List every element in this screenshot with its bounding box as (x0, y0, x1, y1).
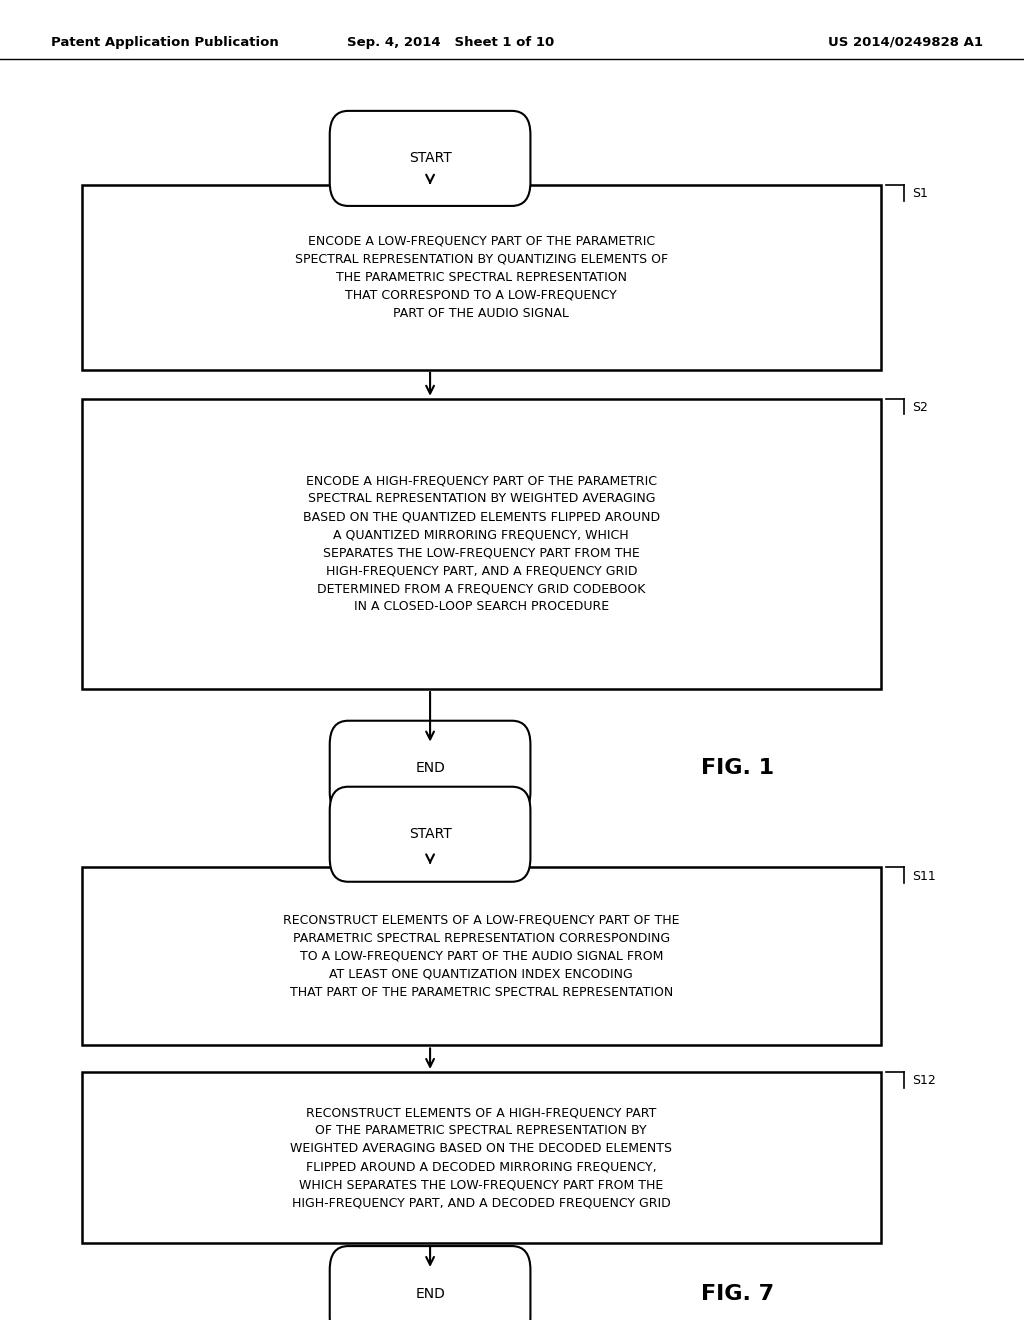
FancyBboxPatch shape (330, 787, 530, 882)
Text: ENCODE A LOW-FREQUENCY PART OF THE PARAMETRIC
SPECTRAL REPRESENTATION BY QUANTIZ: ENCODE A LOW-FREQUENCY PART OF THE PARAM… (295, 235, 668, 319)
Text: END: END (415, 762, 445, 775)
FancyBboxPatch shape (330, 111, 530, 206)
FancyBboxPatch shape (82, 867, 881, 1045)
Text: START: START (409, 828, 452, 841)
Text: RECONSTRUCT ELEMENTS OF A LOW-FREQUENCY PART OF THE
PARAMETRIC SPECTRAL REPRESEN: RECONSTRUCT ELEMENTS OF A LOW-FREQUENCY … (283, 913, 680, 999)
Text: S12: S12 (912, 1074, 936, 1088)
Text: ENCODE A HIGH-FREQUENCY PART OF THE PARAMETRIC
SPECTRAL REPRESENTATION BY WEIGHT: ENCODE A HIGH-FREQUENCY PART OF THE PARA… (303, 474, 659, 614)
FancyBboxPatch shape (330, 1246, 530, 1320)
Text: S2: S2 (912, 401, 929, 414)
FancyBboxPatch shape (82, 399, 881, 689)
FancyBboxPatch shape (330, 721, 530, 816)
FancyBboxPatch shape (82, 185, 881, 370)
Text: START: START (409, 152, 452, 165)
Text: US 2014/0249828 A1: US 2014/0249828 A1 (828, 36, 983, 49)
Text: FIG. 7: FIG. 7 (700, 1283, 774, 1304)
Text: END: END (415, 1287, 445, 1300)
Text: Patent Application Publication: Patent Application Publication (51, 36, 279, 49)
FancyBboxPatch shape (82, 1072, 881, 1243)
Text: FIG. 1: FIG. 1 (700, 758, 774, 779)
Text: S11: S11 (912, 870, 936, 883)
Text: S1: S1 (912, 187, 929, 201)
Text: Sep. 4, 2014   Sheet 1 of 10: Sep. 4, 2014 Sheet 1 of 10 (347, 36, 554, 49)
Text: RECONSTRUCT ELEMENTS OF A HIGH-FREQUENCY PART
OF THE PARAMETRIC SPECTRAL REPRESE: RECONSTRUCT ELEMENTS OF A HIGH-FREQUENCY… (290, 1106, 673, 1209)
